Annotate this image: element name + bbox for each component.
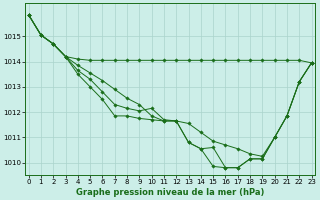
X-axis label: Graphe pression niveau de la mer (hPa): Graphe pression niveau de la mer (hPa)	[76, 188, 264, 197]
